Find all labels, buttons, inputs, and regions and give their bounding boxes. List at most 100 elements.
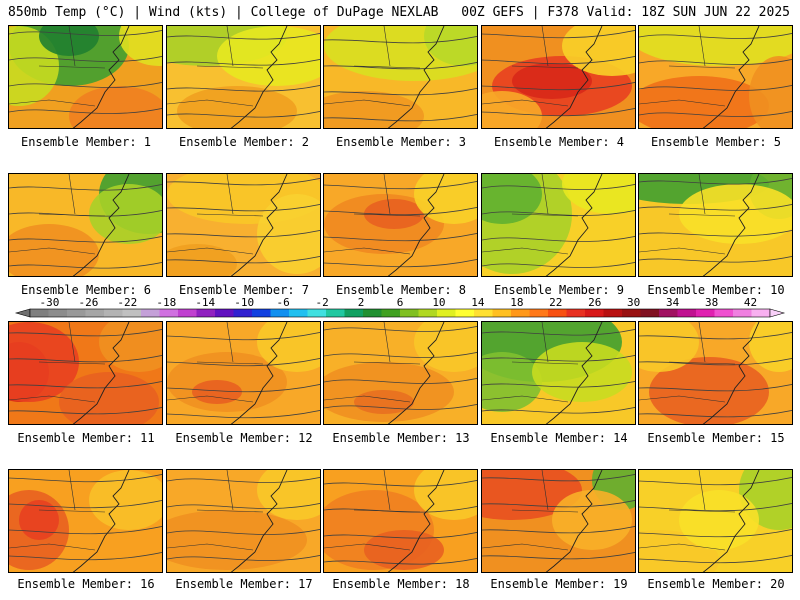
member-map-panel: [166, 173, 321, 277]
colorbar-tick-label: -10: [234, 296, 254, 309]
member-map-panel: [8, 469, 163, 573]
member-map-panel: [638, 25, 793, 129]
colorbar-swatch: [437, 309, 456, 317]
colorbar-swatch: [696, 309, 715, 317]
colorbar-swatch: [122, 309, 142, 317]
header-run-info: 00Z GEFS | F378 Valid: 18Z SUN JUN 22 20…: [461, 5, 790, 20]
member-map-panel: [8, 173, 163, 277]
colorbar-swatch: [85, 309, 105, 317]
colorbar-swatch: [363, 309, 382, 317]
member-label: Ensemble Member: 13: [332, 431, 470, 445]
member-map-panel: [323, 469, 478, 573]
member-map-panel: [481, 469, 636, 573]
member-label: Ensemble Member: 6: [20, 283, 152, 297]
colorbar-swatch: [233, 309, 253, 317]
colorbar-swatch: [733, 309, 752, 317]
member-map-panel: [638, 321, 793, 425]
colorbar-swatch: [418, 309, 438, 317]
colorbar-swatch: [511, 309, 530, 317]
colorbar-tick-label: -18: [156, 296, 176, 309]
member-map-panel: [323, 321, 478, 425]
member-map-panel: [8, 321, 163, 425]
colorbar-swatch: [492, 309, 512, 317]
colorbar-swatch: [659, 309, 678, 317]
member-map-panel: [166, 25, 321, 129]
member-label: Ensemble Member: 16: [17, 577, 155, 591]
colorbar-tick-label: -22: [117, 296, 137, 309]
colorbar-swatch: [455, 309, 475, 317]
member-map-panel: [166, 469, 321, 573]
member-label: Ensemble Member: 1: [20, 135, 152, 149]
colorbar-swatch: [159, 309, 179, 317]
colorbar-swatch: [326, 309, 345, 317]
colorbar-tick-label: -26: [78, 296, 98, 309]
colorbar-tick-label: 18: [510, 296, 523, 309]
colorbar-tick-label: 34: [666, 296, 680, 309]
temperature-colorbar: -30 -26 -22 -18 -14 -10 -6 -2 2 6 10 14 18 22 26 30 34 38…: [14, 296, 786, 318]
member-map-panel: [638, 173, 793, 277]
colorbar-tick-label: -6: [277, 296, 290, 309]
colorbar-swatch: [677, 309, 697, 317]
member-map-panel: [638, 469, 793, 573]
member-label: Ensemble Member: 10: [647, 283, 785, 297]
member-label: Ensemble Member: 14: [490, 431, 628, 445]
member-map-panel: [481, 173, 636, 277]
colorbar-tick-label: -14: [195, 296, 215, 309]
member-label: Ensemble Member: 19: [490, 577, 628, 591]
colorbar-tick-label: 2: [358, 296, 365, 309]
member-label: Ensemble Member: 11: [17, 431, 155, 445]
colorbar-tick-label: 26: [588, 296, 601, 309]
colorbar-swatch: [381, 309, 401, 317]
colorbar-swatch: [196, 309, 216, 317]
colorbar-swatch: [344, 309, 364, 317]
colorbar-swatch: [603, 309, 623, 317]
colorbar-swatch: [141, 309, 160, 317]
colorbar-tick-label: 30: [627, 296, 640, 309]
colorbar-swatch: [529, 309, 549, 317]
member-label: Ensemble Member: 17: [175, 577, 313, 591]
member-label: Ensemble Member: 9: [493, 283, 625, 297]
colorbar-swatch: [548, 309, 567, 317]
member-label: Ensemble Member: 2: [178, 135, 310, 149]
colorbar-swatch: [622, 309, 641, 317]
colorbar-tick-label: 10: [432, 296, 445, 309]
colorbar-swatch: [48, 309, 68, 317]
colorbar-swatch: [714, 309, 734, 317]
member-map-panel: [8, 25, 163, 129]
colorbar-swatch: [67, 309, 86, 317]
colorbar-swatch: [640, 309, 660, 317]
member-label: Ensemble Member: 4: [493, 135, 625, 149]
colorbar-swatch: [270, 309, 290, 317]
colorbar-swatch: [215, 309, 234, 317]
colorbar-swatch: [252, 309, 271, 317]
member-map-panel: [481, 321, 636, 425]
colorbar-tick-label: -30: [40, 296, 60, 309]
colorbar-swatch: [751, 309, 771, 317]
colorbar-tick-label: 6: [397, 296, 404, 309]
colorbar-swatch: [474, 309, 493, 317]
member-map-panel: [166, 321, 321, 425]
member-label: Ensemble Member: 3: [335, 135, 467, 149]
member-label: Ensemble Member: 8: [335, 283, 467, 297]
member-label: Ensemble Member: 5: [650, 135, 782, 149]
member-map-panel: [323, 25, 478, 129]
colorbar-tick-label: 14: [471, 296, 485, 309]
member-label: Ensemble Member: 20: [647, 577, 785, 591]
member-map-panel: [323, 173, 478, 277]
colorbar-tick-label: 38: [705, 296, 718, 309]
colorbar-swatch: [104, 309, 123, 317]
colorbar-swatch: [566, 309, 586, 317]
colorbar-tick-label: 42: [744, 296, 757, 309]
colorbar-tick-label: -2: [315, 296, 328, 309]
colorbar-swatch: [307, 309, 327, 317]
member-label: Ensemble Member: 12: [175, 431, 313, 445]
colorbar-swatch: [30, 309, 49, 317]
member-map-panel: [481, 25, 636, 129]
colorbar-swatch: [178, 309, 197, 317]
colorbar-swatch: [400, 309, 419, 317]
header-title: 850mb Temp (°C) | Wind (kts) | College o…: [8, 5, 439, 20]
member-label: Ensemble Member: 15: [647, 431, 785, 445]
colorbar-swatch: [289, 309, 308, 317]
colorbar-tick-label: 22: [549, 296, 562, 309]
member-label: Ensemble Member: 7: [178, 283, 310, 297]
